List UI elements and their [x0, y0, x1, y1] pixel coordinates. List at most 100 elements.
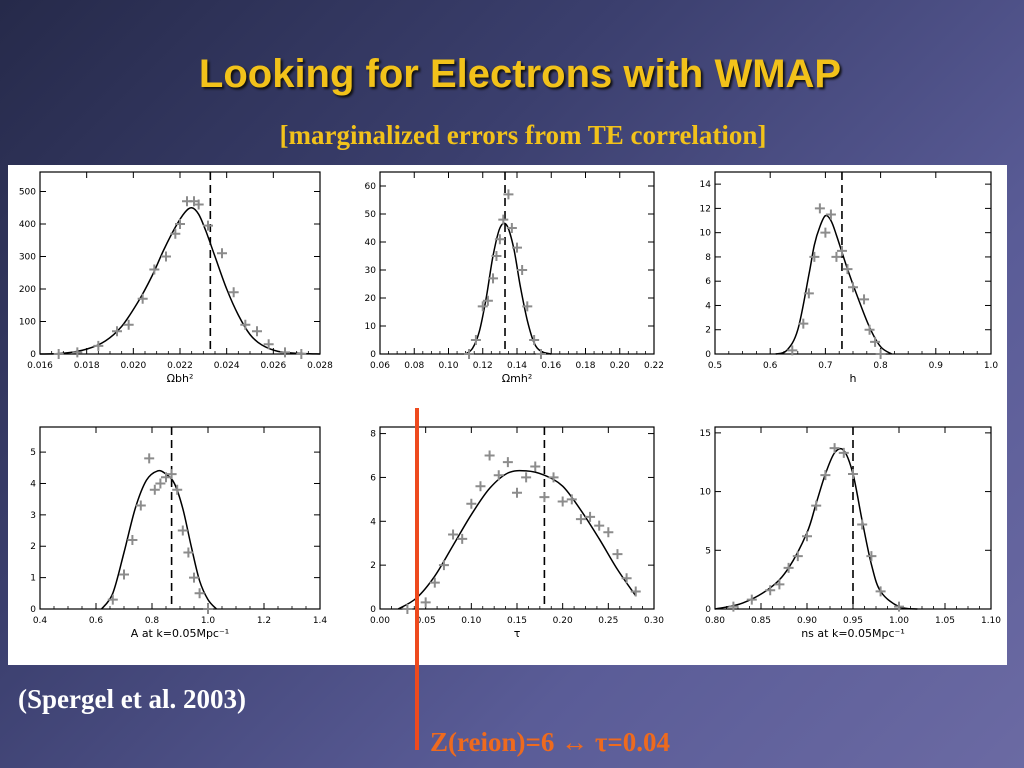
sample-point	[594, 520, 605, 531]
y-tick-label: 10	[365, 322, 377, 332]
sample-point	[193, 199, 204, 210]
sample-point	[820, 470, 831, 481]
y-tick-label: 100	[19, 318, 36, 328]
sample-point	[809, 251, 820, 262]
sample-point	[470, 335, 481, 345]
x-axis-label: A at k=0.05Mpc⁻¹	[131, 627, 229, 640]
sample-point	[494, 234, 505, 245]
sample-point	[728, 601, 739, 612]
sample-point	[825, 209, 836, 220]
sample-point	[848, 282, 858, 293]
sample-point	[252, 326, 262, 337]
y-tick-label: 0	[30, 350, 36, 360]
x-tick-label: 0.95	[843, 616, 863, 626]
x-tick-label: 0.30	[644, 616, 664, 626]
x-tick-label: 1.10	[981, 616, 1001, 626]
x-axis-label: h	[850, 372, 857, 385]
sample-point	[170, 228, 181, 239]
x-tick-label: 0.026	[260, 361, 286, 371]
sample-point	[894, 601, 904, 612]
sample-point	[798, 318, 809, 329]
y-tick-label: 0	[370, 605, 376, 615]
y-tick-label: 15	[700, 429, 711, 439]
y-tick-label: 4	[370, 517, 376, 527]
x-axis-label: Ωmh²	[502, 372, 533, 385]
x-tick-label: 1.05	[935, 616, 955, 626]
sample-point	[517, 265, 528, 275]
citation: (Spergel et al. 2003)	[18, 684, 246, 714]
x-tick-label: 0.020	[120, 361, 146, 371]
sample-point	[475, 481, 486, 492]
x-tick-label: 0.85	[751, 616, 771, 626]
plot-panel-5: 0.00 0.05 0.10 0.15 0.20 0.25 0.30 0 2 4 6 8 τ	[370, 426, 664, 640]
sample-point	[296, 349, 307, 359]
posterior-plots-grid: 0.016 0.018 0.020 0.022 0.024 0.026 0.02801002…	[19, 171, 1001, 640]
x-tick-label: 0.10	[461, 616, 481, 626]
sample-point	[575, 514, 586, 525]
sample-point	[783, 562, 794, 573]
x-tick-label: 0.6	[763, 361, 778, 371]
y-tick-label: 3	[30, 511, 36, 521]
x-tick-label: 0.7	[818, 361, 832, 371]
x-axis-label: Ωbh²	[167, 372, 194, 385]
sample-point	[787, 345, 798, 356]
y-tick-label: 6	[705, 277, 711, 287]
y-tick-label: 10	[700, 488, 712, 498]
sample-point	[429, 577, 440, 588]
sample-point	[482, 295, 493, 306]
sample-point	[774, 579, 785, 590]
x-tick-label: 0.06	[370, 361, 390, 371]
sample-point	[530, 461, 541, 472]
x-tick-label: 0.80	[705, 616, 725, 626]
y-tick-label: 6	[370, 473, 376, 483]
reionization-marker-line	[415, 408, 419, 750]
sample-point	[137, 293, 148, 304]
sample-point	[859, 294, 870, 305]
sample-point	[814, 203, 825, 214]
sample-point	[263, 339, 274, 350]
sample-point	[585, 511, 596, 522]
y-tick-label: 2	[30, 542, 36, 552]
plot-panel-4: 0.4 0.6 0.8 1.0 1.2 1.4 0 1 2 3 4 5 A at k=0.05Mpc⁻¹	[30, 426, 327, 640]
sample-point	[119, 569, 129, 580]
y-tick-label: 5	[30, 448, 36, 458]
sample-point	[548, 472, 559, 483]
sample-point	[792, 551, 803, 562]
sample-point	[557, 496, 568, 507]
plot-frame	[39, 426, 321, 610]
x-axis-label: τ	[514, 627, 521, 640]
y-tick-label: 300	[19, 253, 36, 263]
sample-point	[870, 336, 881, 347]
reionization-marker-label: Z(reion)=6 ↔ τ=0.04	[430, 727, 670, 757]
y-tick-label: 5	[705, 546, 711, 556]
sample-point	[522, 301, 533, 312]
sample-point	[831, 251, 842, 262]
sample-point	[93, 340, 104, 351]
sample-point	[149, 264, 160, 275]
likelihood-curve	[397, 469, 637, 610]
x-axis-label: ns at k=0.05Mpc⁻¹	[801, 627, 905, 640]
y-tick-label: 4	[705, 301, 711, 311]
y-tick-label: 8	[705, 253, 711, 263]
y-tick-label: 14	[700, 180, 712, 190]
sample-point	[161, 472, 171, 483]
sample-point	[529, 335, 540, 345]
sample-point	[203, 604, 213, 614]
sample-point	[820, 227, 831, 238]
x-tick-label: 0.22	[644, 361, 664, 371]
sample-point	[466, 498, 477, 509]
y-tick-label: 50	[365, 210, 377, 220]
sample-point	[183, 547, 194, 558]
sample-point	[457, 533, 468, 544]
sample-point	[603, 527, 614, 538]
sample-point	[512, 487, 522, 498]
sample-point	[123, 319, 134, 330]
x-tick-label: 0.00	[370, 616, 390, 626]
y-tick-label: 2	[705, 326, 711, 336]
plot-frame	[714, 171, 992, 355]
y-tick-label: 0	[370, 350, 376, 360]
x-tick-label: 0.4	[33, 616, 48, 626]
sample-point	[172, 484, 183, 495]
plot-panel-2: 0.06 0.08 0.10 0.12 0.14 0.16 0.18 0.20 0.22 0 10 2…	[365, 171, 664, 385]
sample-point	[144, 453, 155, 464]
